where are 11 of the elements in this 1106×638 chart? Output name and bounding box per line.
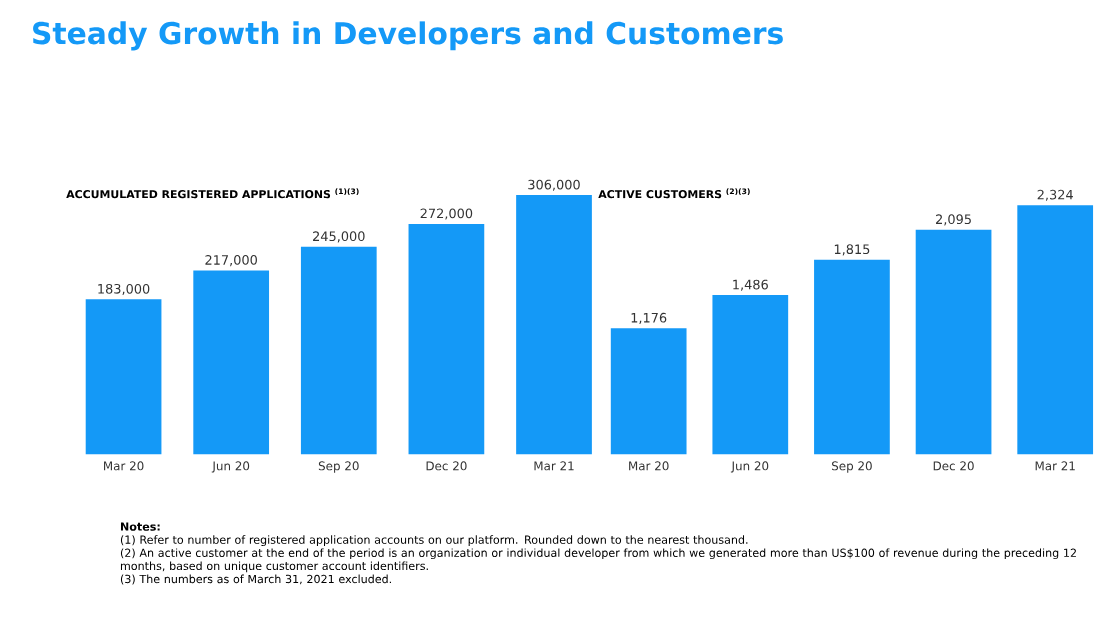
- bar: [1017, 205, 1094, 455]
- bar: [193, 270, 270, 455]
- bar: [610, 328, 687, 455]
- bar: [408, 224, 485, 455]
- bar: [516, 195, 592, 455]
- bar: [300, 246, 377, 455]
- bar: [85, 299, 162, 455]
- chart-title: Steady Growth in Developers and Customers: [33, 21, 783, 51]
- bar: [814, 259, 890, 455]
- bar: [712, 295, 789, 455]
- bar: [915, 229, 992, 455]
